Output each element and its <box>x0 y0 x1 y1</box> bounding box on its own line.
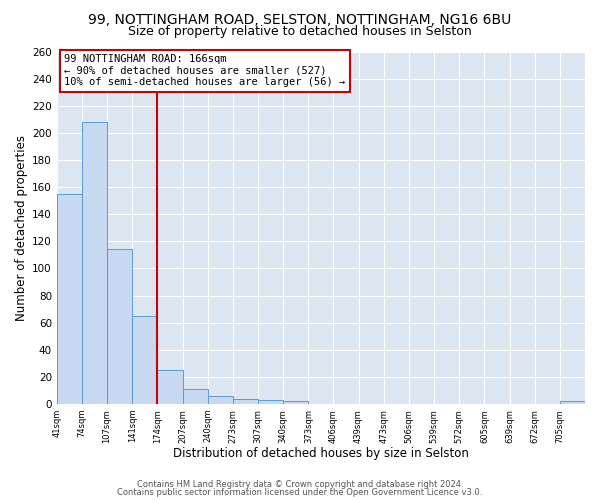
Y-axis label: Number of detached properties: Number of detached properties <box>15 134 28 320</box>
Bar <box>258 400 283 404</box>
Bar <box>107 250 132 404</box>
Bar <box>82 122 107 404</box>
Bar <box>208 396 233 404</box>
Bar <box>157 370 182 404</box>
Bar <box>560 402 585 404</box>
Text: Contains public sector information licensed under the Open Government Licence v3: Contains public sector information licen… <box>118 488 482 497</box>
Text: Size of property relative to detached houses in Selston: Size of property relative to detached ho… <box>128 25 472 38</box>
Bar <box>182 389 208 404</box>
Text: Contains HM Land Registry data © Crown copyright and database right 2024.: Contains HM Land Registry data © Crown c… <box>137 480 463 489</box>
Bar <box>283 402 308 404</box>
Text: 99 NOTTINGHAM ROAD: 166sqm
← 90% of detached houses are smaller (527)
10% of sem: 99 NOTTINGHAM ROAD: 166sqm ← 90% of deta… <box>64 54 346 88</box>
Bar <box>57 194 82 404</box>
Text: 99, NOTTINGHAM ROAD, SELSTON, NOTTINGHAM, NG16 6BU: 99, NOTTINGHAM ROAD, SELSTON, NOTTINGHAM… <box>88 12 512 26</box>
Bar <box>233 398 258 404</box>
X-axis label: Distribution of detached houses by size in Selston: Distribution of detached houses by size … <box>173 447 469 460</box>
Bar <box>132 316 157 404</box>
